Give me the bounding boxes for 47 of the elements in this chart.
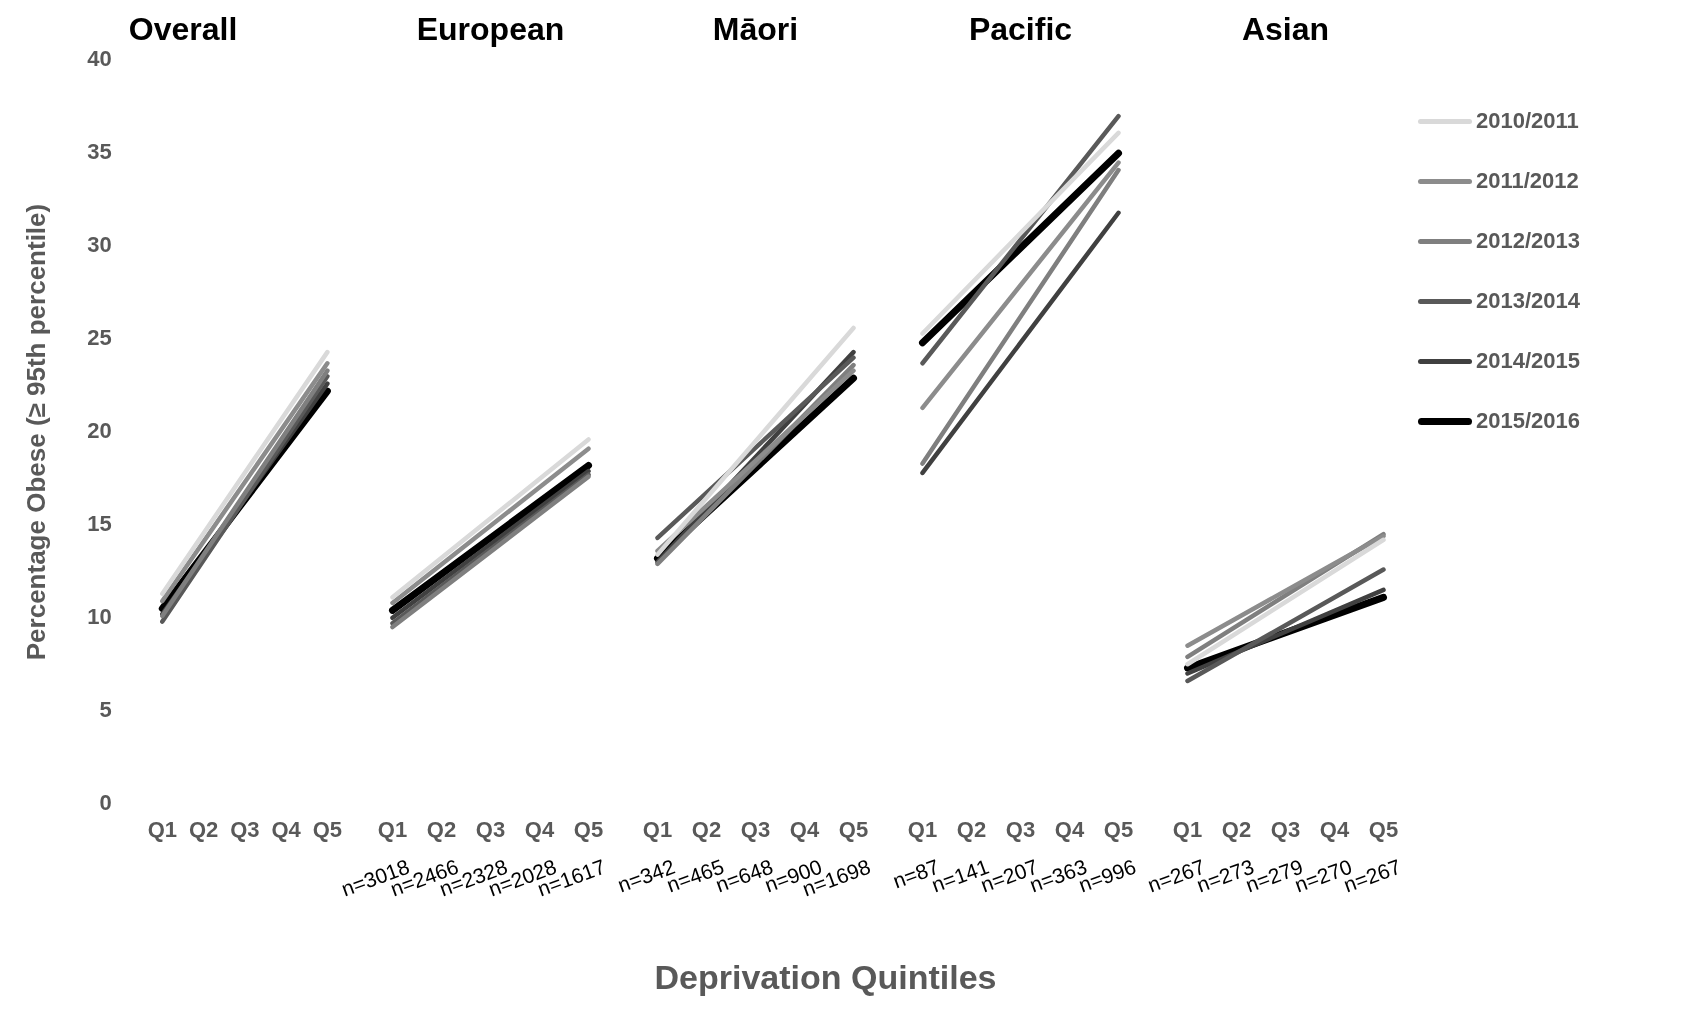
x-tick-label: Q1: [907, 816, 938, 842]
x-tick-label: Q4: [271, 816, 302, 842]
x-tick-label: Q3: [230, 816, 260, 842]
x-tick-label: Q5: [1103, 816, 1134, 842]
y-tick-label: 30: [87, 232, 112, 258]
x-tick-label: Q2: [691, 816, 722, 842]
y-tick-label: 10: [87, 603, 112, 629]
x-tick-label: Q2: [426, 816, 457, 842]
y-tick-label: 20: [87, 418, 112, 444]
chart-title: Asian: [1241, 11, 1330, 48]
x-tick-label: Q5: [312, 816, 343, 842]
y-tick-label: 5: [99, 696, 112, 722]
x-tick-label: Q2: [1221, 816, 1252, 842]
legend-label: 2014/2015: [1476, 348, 1580, 374]
x-tick-label: Q5: [573, 816, 604, 842]
x-tick-label: Q4: [524, 816, 555, 842]
legend-label: 2011/2012: [1476, 168, 1579, 194]
x-tick-label: Q5: [838, 816, 869, 842]
x-tick-label: Q2: [956, 816, 987, 842]
legend-label: 2010/2011: [1476, 108, 1579, 134]
y-axis-title: Percentage Obese (≥ 95th percentile): [20, 203, 51, 661]
chart-title: Overall: [128, 11, 238, 48]
y-tick-label: 0: [99, 789, 112, 815]
x-tick-label: Q1: [147, 816, 177, 842]
x-tick-label: Q3: [475, 816, 506, 842]
chart-title: Pacific: [968, 11, 1073, 48]
x-tick-label: Q1: [1172, 816, 1203, 842]
y-tick-label: 25: [87, 325, 112, 351]
x-tick-label: Q1: [642, 816, 673, 842]
y-tick-label: 15: [87, 510, 112, 536]
legend-label: 2015/2016: [1476, 408, 1580, 434]
x-tick-label: Q4: [1054, 816, 1085, 842]
x-tick-label: Q3: [1270, 816, 1301, 842]
x-tick-label: Q4: [1319, 816, 1350, 842]
x-tick-label: Q3: [740, 816, 771, 842]
y-tick-label: 40: [87, 46, 112, 72]
y-tick-label: 35: [87, 139, 112, 165]
chart-title: European: [416, 11, 565, 48]
legend-label: 2013/2014: [1476, 288, 1580, 314]
x-tick-label: Q2: [188, 816, 219, 842]
x-axis-title: Deprivation Quintiles: [654, 958, 997, 997]
x-tick-label: Q1: [377, 816, 408, 842]
x-tick-label: Q5: [1368, 816, 1399, 842]
chart-title: Māori: [712, 11, 799, 48]
x-tick-label: Q4: [789, 816, 820, 842]
legend-label: 2012/2013: [1476, 228, 1580, 254]
x-tick-label: Q3: [1005, 816, 1036, 842]
